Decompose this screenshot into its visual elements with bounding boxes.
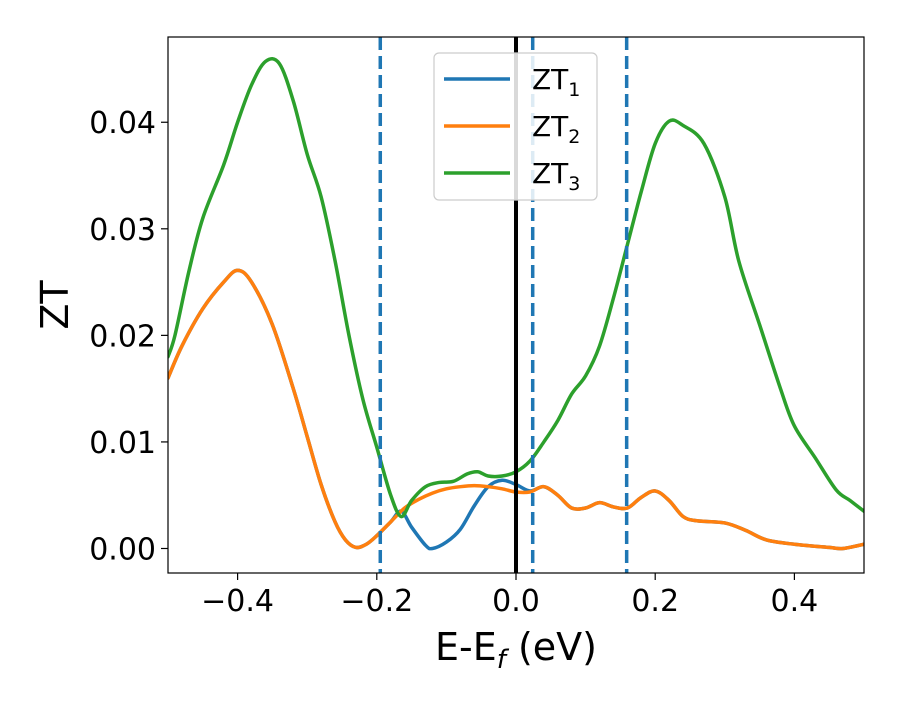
x-axis-title: E-Ef (eV) bbox=[435, 625, 597, 675]
legend-label-main: ZT bbox=[532, 63, 569, 96]
x-tick-label: −0.4 bbox=[201, 584, 274, 619]
legend-label-subscript: 2 bbox=[568, 126, 580, 148]
y-tick-label: 0.00 bbox=[89, 532, 156, 567]
legend-label: ZT1 bbox=[532, 63, 580, 101]
y-tick-label: 0.03 bbox=[89, 213, 156, 248]
legend-label: ZT3 bbox=[532, 157, 580, 195]
x-tick-label: 0.4 bbox=[771, 584, 819, 619]
x-axis-title-main: E-E bbox=[435, 625, 497, 669]
legend-label-subscript: 3 bbox=[568, 173, 580, 195]
legend-label-main: ZT bbox=[532, 110, 569, 143]
x-tick-label: −0.2 bbox=[340, 584, 413, 619]
x-axis-title-unit: (eV) bbox=[506, 625, 597, 669]
y-tick-label: 0.02 bbox=[89, 319, 156, 354]
legend-box bbox=[433, 52, 598, 201]
legend-label: ZT2 bbox=[532, 110, 580, 148]
y-tick-label: 0.01 bbox=[89, 426, 156, 461]
legend-label-main: ZT bbox=[532, 157, 569, 190]
y-tick-label: 0.04 bbox=[89, 106, 156, 141]
axes: −0.4 −0.2 0.0 0.2 0.4 0.00 0.01 0.02 0.03 0.04 E-E… bbox=[33, 36, 865, 675]
series-line-zt3 bbox=[168, 57, 864, 519]
x-tick-label: 0.2 bbox=[631, 584, 679, 619]
x-tick-label: 0.0 bbox=[492, 584, 540, 619]
legend-label-subscript: 1 bbox=[568, 79, 580, 101]
y-axis-title: ZT bbox=[33, 280, 77, 330]
series-line-zt2 bbox=[168, 268, 864, 551]
